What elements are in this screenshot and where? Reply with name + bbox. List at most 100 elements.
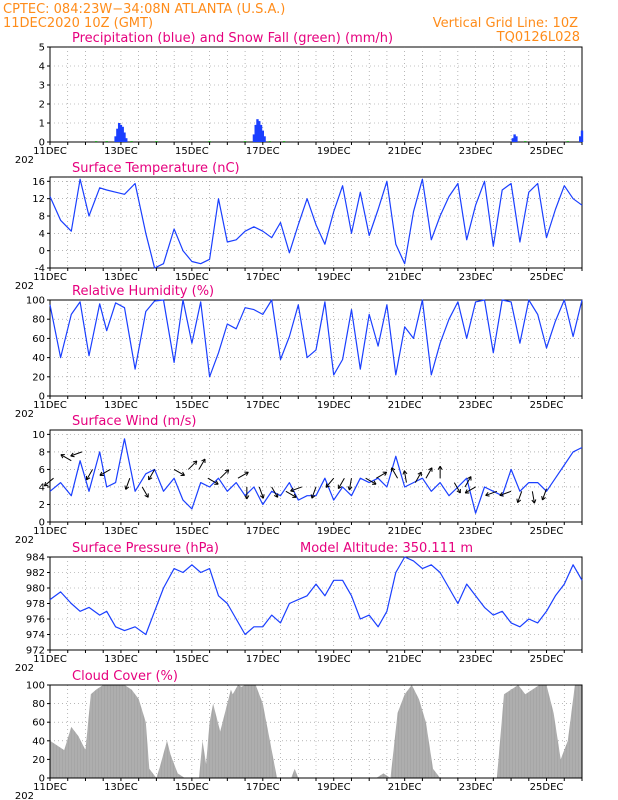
wind-arrow-shaft — [285, 490, 297, 498]
precip-bar — [261, 130, 264, 142]
wind-arrow-head — [325, 485, 330, 488]
wind-arrow-head — [542, 497, 546, 501]
temp-panel: -4 0 4 8 12 16 11DEC 13DEC 15DEC 17DEC 19DEC 21DEC 2… — [15, 161, 583, 292]
rh-ytick-label: 0 — [39, 392, 45, 403]
wind-arrow-shaft — [86, 469, 93, 481]
wind-arrow — [414, 471, 422, 483]
pressure-xtick-label: 25DEC — [530, 654, 564, 665]
cloud-ytick-label: 20 — [32, 755, 45, 766]
wind-arrow-shaft — [99, 468, 111, 476]
wind-arrow — [391, 467, 399, 479]
wind-arrow-head — [192, 460, 197, 463]
wind-ytick-label: 10 — [32, 430, 45, 441]
precip-bar — [282, 141, 286, 142]
wind-xtick-label: 19DEC — [317, 526, 351, 537]
wind-arrow — [290, 486, 302, 493]
wind-arrow-head — [485, 492, 489, 496]
rh-ytick-label: 80 — [32, 315, 45, 326]
wind-arrow-head — [262, 494, 265, 499]
wind-arrow — [376, 471, 388, 479]
cloud-ytick-label: 60 — [32, 718, 45, 729]
cloud-xtick-label: 21DEC — [388, 782, 422, 793]
wind-arrow — [310, 486, 317, 499]
precip-bar — [94, 141, 98, 142]
precip-bar — [259, 124, 263, 142]
wind-frame — [49, 429, 583, 523]
precip-bar — [511, 138, 515, 142]
cloud-xtick-label: 11DEC — [33, 782, 67, 793]
rh-title: Relative Humidity (%) — [72, 284, 214, 299]
cloud-ytick-label: 100 — [26, 681, 45, 692]
precip-year-label: 202 — [15, 155, 34, 166]
wind-arrow-shaft — [173, 468, 185, 476]
wind-arrow-shaft — [391, 467, 399, 479]
rh-xtick-label: 19DEC — [317, 400, 351, 411]
wind-arrow-head — [428, 467, 433, 471]
cloud-panel: 0 20 40 60 80 100 11DEC 13DEC 15DEC 17DEC 19DEC 21D… — [15, 669, 583, 800]
wind-arrow-head — [201, 458, 206, 462]
wind-arrow-head — [43, 481, 47, 487]
precip-bar — [268, 141, 272, 142]
wind-arrow-shaft — [60, 454, 72, 462]
precip-bar — [258, 121, 261, 142]
cloud-xtick-label: 17DEC — [246, 782, 280, 793]
rh-xtick-label: 11DEC — [33, 400, 67, 411]
wind-arrow-head — [310, 494, 313, 499]
wind-arrow-head — [403, 470, 408, 475]
wind-arrow-head — [485, 494, 490, 497]
wind-arrow-head — [246, 495, 250, 500]
wind-arrow-shaft — [348, 478, 352, 491]
precip-title: Precipitation (blue) and Snow Fall (gree… — [72, 31, 393, 46]
pressure-annotation: Model Altitude: 350.111 m — [300, 541, 473, 556]
cloud-xtick-label: 13DEC — [104, 782, 138, 793]
wind-arrow — [516, 491, 523, 503]
precip-bar — [243, 141, 247, 142]
wind-arrow-shaft — [425, 467, 433, 479]
precip-bar — [580, 130, 584, 142]
wind-arrow — [244, 486, 250, 500]
wind-arrow-shaft — [237, 471, 249, 479]
wind-arrow-head — [311, 495, 316, 499]
precip-xtick-label: 25DEC — [530, 146, 564, 157]
rh-ytick-label: 40 — [32, 353, 45, 364]
precip-ytick-label: 0 — [39, 138, 45, 149]
precip-bar — [130, 141, 133, 142]
wind-arrow — [237, 471, 249, 479]
wind-arrow — [285, 490, 297, 498]
wind-arrow-shaft — [517, 491, 523, 503]
wind-arrow-head — [148, 477, 153, 481]
temp-xtick-label: 11DEC — [33, 272, 67, 283]
wind-arrow-shaft — [403, 470, 407, 483]
precip-xtick-label: 21DEC — [388, 146, 422, 157]
wind-arrow — [148, 469, 156, 481]
wind-arrow-head — [290, 490, 295, 493]
wind-arrow — [99, 468, 111, 476]
wind-arrow-head — [531, 499, 535, 504]
pressure-year-label: 202 — [15, 663, 34, 674]
pressure-xtick-label: 13DEC — [104, 654, 138, 665]
pressure-ytick-label: 984 — [26, 553, 45, 564]
wind-arrow-shaft — [141, 486, 149, 498]
wind-arrow-head — [417, 471, 422, 475]
rh-xtick-label: 17DEC — [246, 400, 280, 411]
wind-arrow-shaft — [325, 477, 335, 488]
precip-ytick-label: 5 — [39, 43, 45, 54]
wind-arrow — [425, 467, 433, 479]
wind-arrow-head — [44, 484, 49, 487]
wind-arrow-shaft — [414, 471, 422, 483]
rh-xtick-label: 21DEC — [388, 400, 422, 411]
cloud-ytick-label: 0 — [39, 774, 45, 785]
precip-bar — [263, 136, 266, 142]
wind-arrow-head — [373, 480, 377, 485]
wind-arrow — [365, 477, 377, 485]
wind-arrow-shaft — [148, 469, 156, 481]
temp-xtick-label: 15DEC — [175, 272, 209, 283]
precip-bar — [116, 128, 119, 142]
wind-arrow-head — [273, 494, 278, 498]
wind-arrow-head — [347, 486, 350, 491]
wind-arrow-head — [125, 486, 130, 490]
wind-xtick-label: 13DEC — [104, 526, 138, 537]
wind-arrow-head — [224, 469, 229, 472]
wind-arrow — [258, 486, 265, 499]
